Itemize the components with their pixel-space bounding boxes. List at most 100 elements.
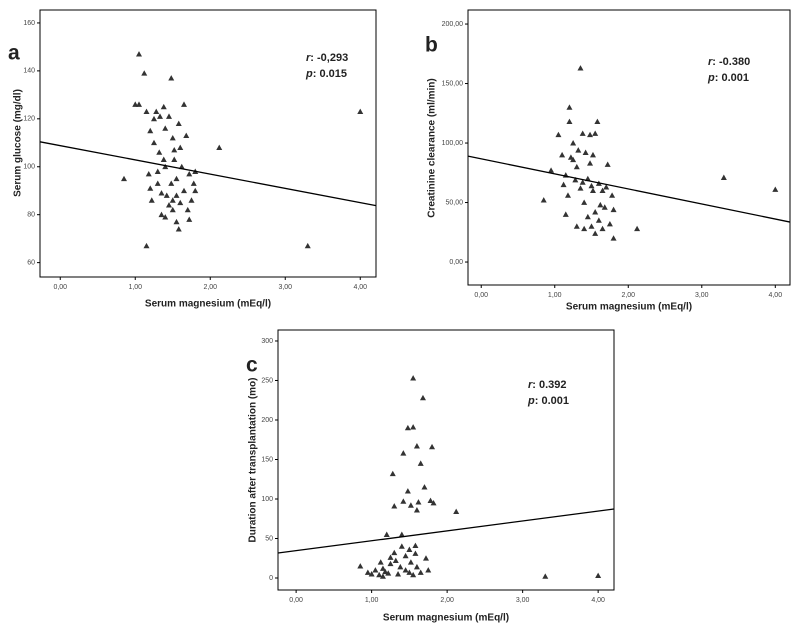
data-point [169,206,176,213]
data-point [587,131,594,138]
data-point [171,156,178,162]
data-point [592,130,599,136]
data-point [147,185,154,191]
y-tick-label: 100 [23,164,35,171]
x-axis-title: Serum magnesium (mEq/l) [145,299,271,310]
data-point [421,484,428,490]
y-tick-label: 0 [269,575,273,582]
data-point [570,140,577,146]
data-point [383,531,390,537]
data-point [570,156,577,163]
y-tick-label: 60 [27,259,35,266]
data-point [589,187,596,194]
x-tick-label: 0,00 [53,284,67,291]
data-point [158,211,165,218]
data-point [166,113,172,119]
stat-value: : 0.015 [313,68,347,80]
x-tick-label: 1,00 [365,597,379,604]
x-tick-label: 3,00 [695,292,709,299]
y-tick-label: 140 [23,68,35,75]
data-point [609,192,616,198]
data-point [412,542,419,549]
data-point [368,571,375,577]
data-point [153,108,160,115]
x-tick-label: 1,00 [548,292,562,299]
data-point [143,242,150,249]
data-point [376,571,383,578]
data-point [588,223,595,229]
data-point [410,424,417,430]
plot-frame [467,9,791,286]
x-tick-label: 4,00 [353,284,367,291]
x-tick-label: 0,00 [289,597,303,604]
data-point [566,118,573,125]
data-point [562,211,569,217]
data-point [415,499,422,505]
data-point [181,187,187,194]
stat-value: : 0.392 [532,379,566,391]
data-point [560,181,567,188]
data-point [158,190,165,196]
data-point [594,118,601,125]
data-point [412,550,419,556]
data-point [166,202,172,208]
data-point [597,201,604,208]
data-point [379,565,386,571]
data-point [453,508,460,515]
data-point [572,176,579,183]
data-point [136,51,142,57]
stat-annotation: r: -0.380 [708,56,750,68]
data-point [154,180,161,186]
data-point [419,394,426,401]
data-point [148,197,155,203]
x-axis-title: Serum magnesium (mEq/l) [383,613,509,624]
data-point [143,108,150,115]
data-point [192,187,199,194]
data-point [141,70,148,76]
data-point [392,557,399,564]
data-point [162,163,169,170]
data-point [603,184,610,190]
data-point [395,571,402,577]
plot-frame [277,329,615,591]
data-point [601,204,608,210]
data-point [304,242,311,249]
regression-line [39,141,377,207]
regression-line [277,508,615,554]
data-point [566,104,573,110]
data-point [410,375,417,381]
y-tick-label: 200,00 [442,21,464,28]
panel-label: c [246,354,258,377]
data-point [581,225,588,232]
data-point [357,563,364,569]
data-point [181,101,187,107]
data-point [177,144,184,150]
data-point [184,206,191,213]
y-axis-title: Serum glucose (mg/dl) [13,89,24,197]
data-point [402,552,409,559]
data-point [564,192,571,198]
x-tick-label: 1,00 [128,284,142,291]
data-point [575,147,582,153]
data-point [577,185,584,191]
stat-symbol: p [707,72,715,84]
data-point [398,543,405,549]
stat-value: : 0.001 [715,72,749,84]
data-point [573,163,580,170]
data-point [379,573,386,579]
data-point [188,197,195,203]
data-point [407,502,414,508]
data-point [584,213,591,220]
x-tick-label: 3,00 [278,284,292,291]
data-point [162,214,169,220]
data-point [595,217,602,223]
stat-annotation: r: -0,293 [306,52,348,64]
data-point [372,567,379,573]
plot-frame [39,9,377,278]
data-point [160,103,167,110]
data-point [410,571,417,578]
data-point [604,161,611,167]
x-tick-label: 2,00 [203,284,217,291]
data-point [720,174,727,180]
data-point [599,225,606,232]
